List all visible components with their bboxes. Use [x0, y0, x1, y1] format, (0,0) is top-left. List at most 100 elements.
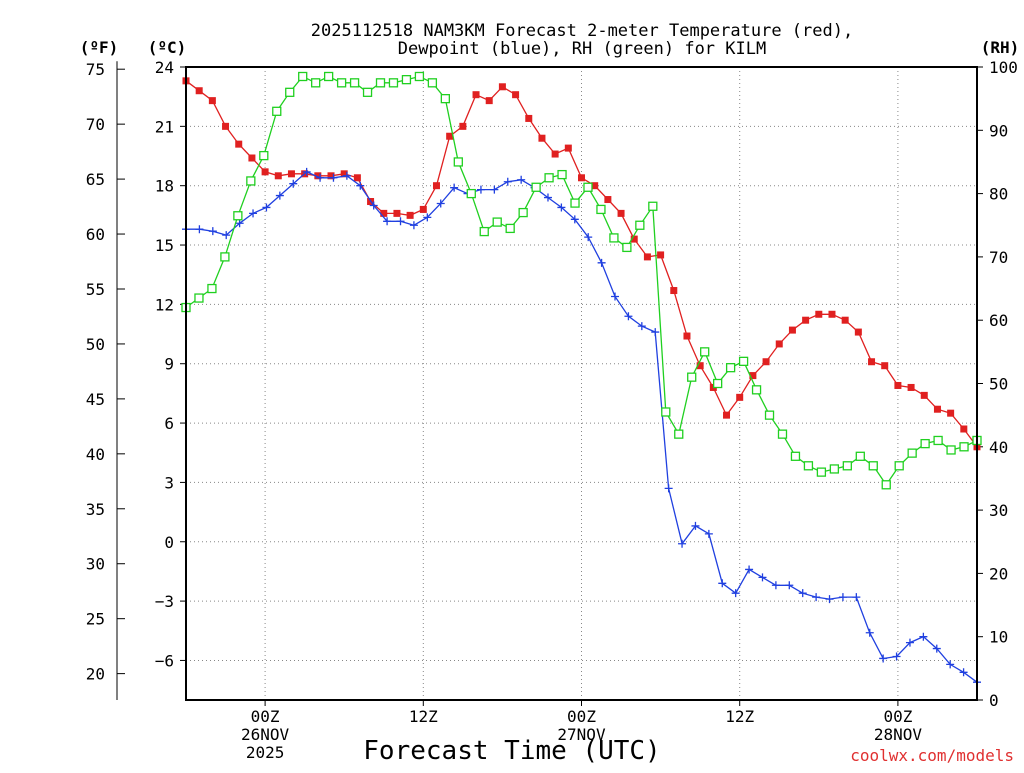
dewpoint-point	[342, 171, 351, 180]
rh-point	[933, 435, 943, 446]
rh-point	[700, 347, 710, 357]
rh-tick-label: 30	[989, 501, 1008, 520]
fahrenheit-tick-label: 25	[86, 610, 105, 629]
2-meter-temperature-point	[406, 211, 414, 219]
rh-series	[181, 71, 982, 490]
2-meter-temperature-point	[512, 91, 520, 99]
dewpoint-point	[959, 668, 968, 677]
fahrenheit-unit-label: (ºF)	[80, 38, 119, 57]
rh-point	[285, 87, 295, 97]
rh-point	[311, 78, 321, 88]
2-meter-temperature-point	[419, 205, 427, 213]
rh-point	[894, 461, 904, 471]
fahrenheit-tick-label: 45	[86, 390, 105, 409]
2-meter-temperature-point	[841, 316, 849, 324]
dewpoint-point	[249, 209, 258, 218]
rh-tick-label: 20	[989, 564, 1008, 583]
rh-point	[777, 429, 788, 439]
dewpoint-point	[235, 219, 244, 228]
2-meter-temperature-point	[604, 196, 612, 204]
celsius-tick-label: −6	[155, 651, 174, 670]
rh-point	[246, 176, 256, 186]
2-meter-temperature-point	[340, 170, 348, 178]
celsius-tick-label: 18	[155, 177, 174, 196]
dewpoint-point	[691, 521, 700, 530]
rh-point	[790, 451, 801, 461]
2-meter-temperature-point	[868, 358, 876, 366]
rh-point	[648, 201, 658, 211]
dewpoint-point	[879, 654, 888, 663]
2-meter-temperature-point	[683, 332, 691, 340]
dewpoint-point	[651, 328, 660, 337]
rh-tick-label: 50	[989, 375, 1008, 394]
dewpoint-point	[222, 231, 231, 240]
rh-point	[751, 385, 762, 395]
celsius-tick-label: 3	[164, 473, 174, 492]
rh-point	[323, 71, 334, 82]
time-tick-label: 27NOV	[557, 725, 606, 744]
rh-tick-label: 70	[989, 248, 1008, 267]
dewpoint-point	[798, 589, 807, 598]
rh-point	[505, 223, 515, 234]
rh-point	[557, 169, 567, 180]
rh-point	[207, 283, 217, 294]
rh-point	[907, 448, 917, 458]
dewpoint-point	[289, 179, 298, 188]
celsius-tick-label: 9	[164, 355, 174, 374]
rh-point	[194, 293, 204, 303]
time-tick-label: 00Z	[567, 707, 596, 726]
dewpoint-point	[450, 183, 459, 192]
2-meter-temperature-point	[248, 154, 256, 162]
2-meter-temperature-point	[459, 122, 467, 130]
dewpoint-point	[423, 213, 432, 222]
dewpoint-point	[316, 173, 325, 182]
rh-point	[725, 363, 736, 373]
dewpoint-point	[664, 484, 673, 493]
2-meter-temperature-point	[393, 209, 401, 217]
rh-point	[764, 410, 775, 420]
dewpoint-point	[812, 593, 821, 602]
rh-point	[596, 204, 606, 215]
rh-point	[518, 207, 528, 218]
dewpoint-point	[396, 217, 405, 226]
dewpoint-point	[919, 632, 928, 641]
rh-point	[959, 442, 969, 452]
dewpoint-point	[503, 177, 512, 186]
dewpoint-point	[476, 185, 485, 194]
rh-point	[661, 407, 671, 417]
rh-point	[479, 226, 489, 237]
2-meter-temperature-point	[617, 209, 625, 217]
rh-point	[635, 220, 645, 230]
2-meter-temperature-point	[261, 168, 269, 176]
fahrenheit-tick-label: 75	[86, 60, 105, 79]
rh-point	[803, 461, 814, 471]
time-tick-label: 26NOV	[241, 725, 290, 744]
rh-point	[674, 429, 684, 439]
dewpoint-point	[892, 652, 901, 661]
2-meter-temperature-point	[947, 409, 955, 417]
rh-point	[233, 211, 243, 221]
dewpoint-point	[557, 203, 566, 212]
2-meter-temperature-point	[762, 358, 770, 366]
rh-point	[687, 372, 697, 382]
2-meter-temperature-point	[222, 122, 230, 130]
2-meter-temperature-point	[327, 172, 335, 180]
dewpoint-point	[383, 217, 392, 226]
fahrenheit-tick-label: 60	[86, 225, 105, 244]
rh-point	[868, 461, 878, 471]
dewpoint-point	[275, 191, 284, 200]
2-meter-temperature-point	[472, 91, 480, 99]
rh-point	[713, 378, 723, 389]
fahrenheit-tick-label: 70	[86, 115, 105, 134]
dewpoint-point	[758, 573, 767, 582]
rh-point	[388, 78, 399, 88]
fahrenheit-tick-label: 35	[86, 500, 105, 519]
rh-point	[842, 461, 852, 471]
2-meter-temperature-point	[788, 326, 796, 334]
celsius-tick-label: 6	[164, 414, 174, 433]
rh-point	[622, 242, 632, 253]
2-meter-temperature-point	[353, 174, 361, 182]
2-meter-temperature-point	[446, 132, 454, 140]
celsius-tick-label: 12	[155, 295, 174, 314]
